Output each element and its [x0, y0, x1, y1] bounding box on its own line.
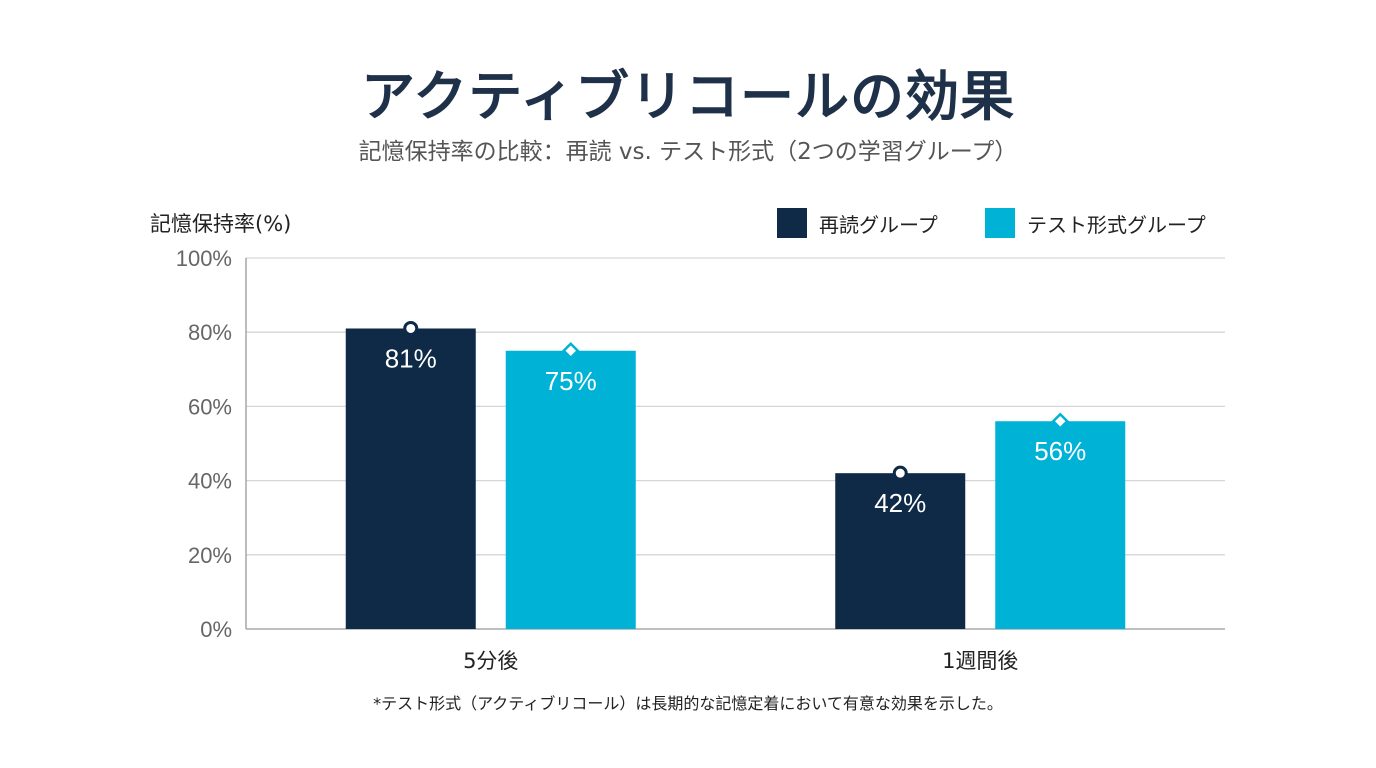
- y-tick-label: 80%: [188, 320, 232, 345]
- y-tick-label: 20%: [188, 543, 232, 568]
- bar: [995, 421, 1126, 629]
- y-tick-label: 100%: [176, 246, 232, 271]
- data-label: 75%: [545, 366, 597, 396]
- data-point-marker: [403, 320, 419, 336]
- data-label: 56%: [1034, 436, 1086, 466]
- y-tick-label: 60%: [188, 394, 232, 419]
- bar: [345, 328, 476, 629]
- x-tick-label: 1週間後: [942, 649, 1018, 673]
- legend-swatch: [777, 208, 807, 238]
- y-tick-label: 40%: [188, 469, 232, 494]
- legend-label: 再読グループ: [819, 212, 938, 237]
- y-tick-label: 0%: [200, 617, 232, 642]
- data-point-marker: [892, 465, 908, 481]
- y-axis-label: 記憶保持率(%): [150, 212, 292, 236]
- data-point-marker: [561, 341, 580, 360]
- legend-label: テスト形式グループ: [1027, 212, 1206, 237]
- chart-title: アクティブリコールの効果: [360, 65, 1016, 128]
- chart-subtitle: 記憶保持率の比較：再読 vs. テスト形式（2つの学習グループ）: [358, 139, 1018, 165]
- data-point-marker: [1051, 412, 1070, 431]
- legend-item-test: テスト形式グループ: [985, 208, 1206, 238]
- legend-swatch: [985, 208, 1015, 238]
- data-label: 42%: [874, 488, 926, 518]
- bar: [505, 350, 636, 629]
- x-tick-label: 5分後: [463, 649, 518, 673]
- bar: [835, 473, 966, 629]
- legend-item-rereading: 再読グループ: [777, 208, 938, 238]
- footnote: *テスト形式（アクティブリコール）は長期的な記憶定着において有意な効果を示した。: [373, 694, 1003, 713]
- data-label: 81%: [385, 343, 437, 373]
